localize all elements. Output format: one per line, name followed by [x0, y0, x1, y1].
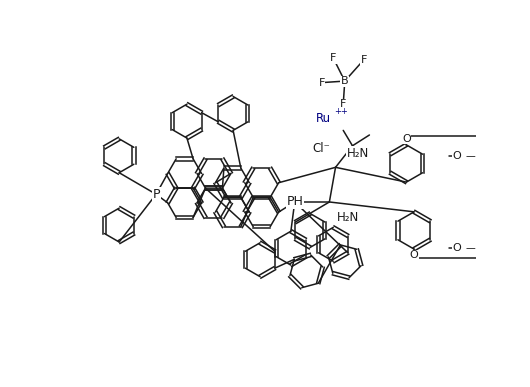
Text: B: B	[341, 76, 349, 86]
Text: O: O	[402, 134, 411, 144]
Text: ++: ++	[334, 107, 348, 116]
Text: PH: PH	[286, 195, 303, 209]
Text: H₂N: H₂N	[337, 211, 359, 224]
Text: O: O	[452, 151, 461, 161]
Text: F: F	[330, 53, 337, 63]
Text: O: O	[452, 243, 461, 253]
Text: F: F	[340, 99, 347, 109]
Text: P: P	[153, 188, 160, 201]
Text: Cl⁻: Cl⁻	[313, 142, 331, 154]
Text: F: F	[361, 55, 367, 65]
Text: —: —	[466, 243, 475, 253]
Text: Ru: Ru	[316, 112, 331, 125]
Text: —: —	[466, 151, 475, 161]
Text: F: F	[319, 78, 325, 87]
Text: O: O	[410, 250, 419, 260]
Text: H₂N: H₂N	[347, 147, 369, 160]
